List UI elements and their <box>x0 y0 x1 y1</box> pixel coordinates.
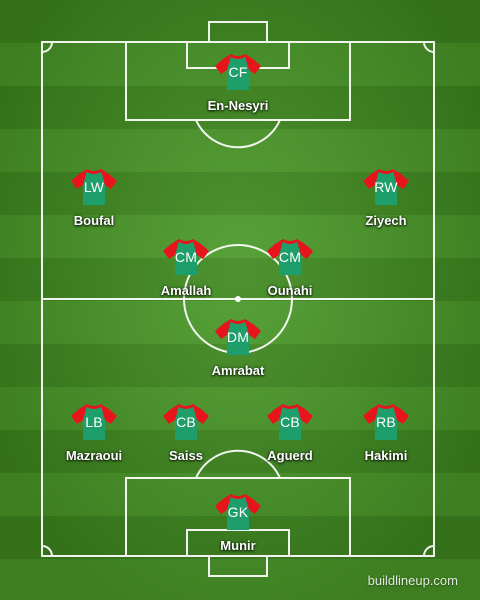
corner-arc-bottom-right <box>423 545 435 557</box>
shirt-icon <box>266 402 314 442</box>
player-cm-left[interactable]: CM Amallah <box>131 237 241 307</box>
player-position: CB <box>176 414 196 430</box>
player-position: LW <box>83 179 105 195</box>
player-lb[interactable]: LB Mazraoui <box>39 402 149 472</box>
player-position: CM <box>174 249 198 265</box>
player-cb-left[interactable]: CB Saiss <box>131 402 241 472</box>
player-cb-right[interactable]: CB Aguerd <box>235 402 345 472</box>
player-name: Saiss <box>169 448 203 463</box>
player-name: Amrabat <box>211 363 265 378</box>
player-gk[interactable]: GK Munir <box>183 492 293 562</box>
player-cm-right[interactable]: CM Ounahi <box>235 237 345 307</box>
corner-arc-bottom-left <box>41 545 53 557</box>
player-name: Amallah <box>160 283 212 298</box>
centre-spot <box>235 296 241 302</box>
shirt-icon <box>162 402 210 442</box>
shirt-icon <box>362 167 410 207</box>
player-lw[interactable]: LW Boufal <box>39 167 149 237</box>
player-position: CF <box>228 64 248 80</box>
player-rb[interactable]: RB Hakimi <box>331 402 441 472</box>
player-position: RB <box>376 414 396 430</box>
corner-arc-top-left <box>41 41 53 53</box>
shirt-icon <box>70 167 118 207</box>
player-position: CB <box>280 414 300 430</box>
player-cf[interactable]: CF En-Nesyri <box>183 52 293 122</box>
player-position: LB <box>85 414 103 430</box>
player-name: Mazraoui <box>65 448 123 463</box>
bottom-goal <box>208 555 268 577</box>
player-dm[interactable]: DM Amrabat <box>183 317 293 387</box>
player-position: CM <box>278 249 302 265</box>
player-position: GK <box>227 504 249 520</box>
player-position: RW <box>374 179 398 195</box>
player-name: Ziyech <box>365 213 407 228</box>
shirt-icon <box>266 237 314 277</box>
player-name: En-Nesyri <box>207 98 269 113</box>
player-name: Ounahi <box>267 283 313 298</box>
player-name: Munir <box>220 538 256 553</box>
player-name: Boufal <box>73 213 115 228</box>
shirt-icon <box>214 492 262 532</box>
shirt-icon <box>214 52 262 92</box>
player-name: Hakimi <box>364 448 408 463</box>
shirt-icon <box>162 237 210 277</box>
bottom-penalty-arc <box>195 449 281 479</box>
shirt-icon <box>214 317 262 357</box>
top-penalty-arc <box>195 119 281 149</box>
shirt-icon <box>362 402 410 442</box>
player-position: DM <box>226 329 250 345</box>
player-rw[interactable]: RW Ziyech <box>331 167 441 237</box>
top-goal <box>208 21 268 43</box>
watermark: buildlineup.com <box>367 573 458 588</box>
corner-arc-top-right <box>423 41 435 53</box>
shirt-icon <box>70 402 118 442</box>
player-name: Aguerd <box>267 448 313 463</box>
